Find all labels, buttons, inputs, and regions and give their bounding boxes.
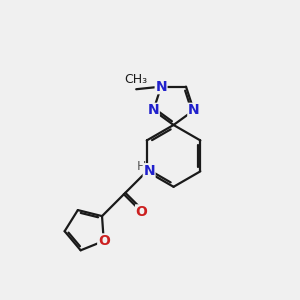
Text: O: O xyxy=(136,205,148,219)
Text: O: O xyxy=(98,234,110,248)
Text: N: N xyxy=(148,103,159,117)
Text: N: N xyxy=(155,80,167,94)
Text: N: N xyxy=(188,103,200,117)
Text: CH₃: CH₃ xyxy=(124,73,148,86)
Text: N: N xyxy=(143,164,155,178)
Text: H: H xyxy=(137,160,146,172)
